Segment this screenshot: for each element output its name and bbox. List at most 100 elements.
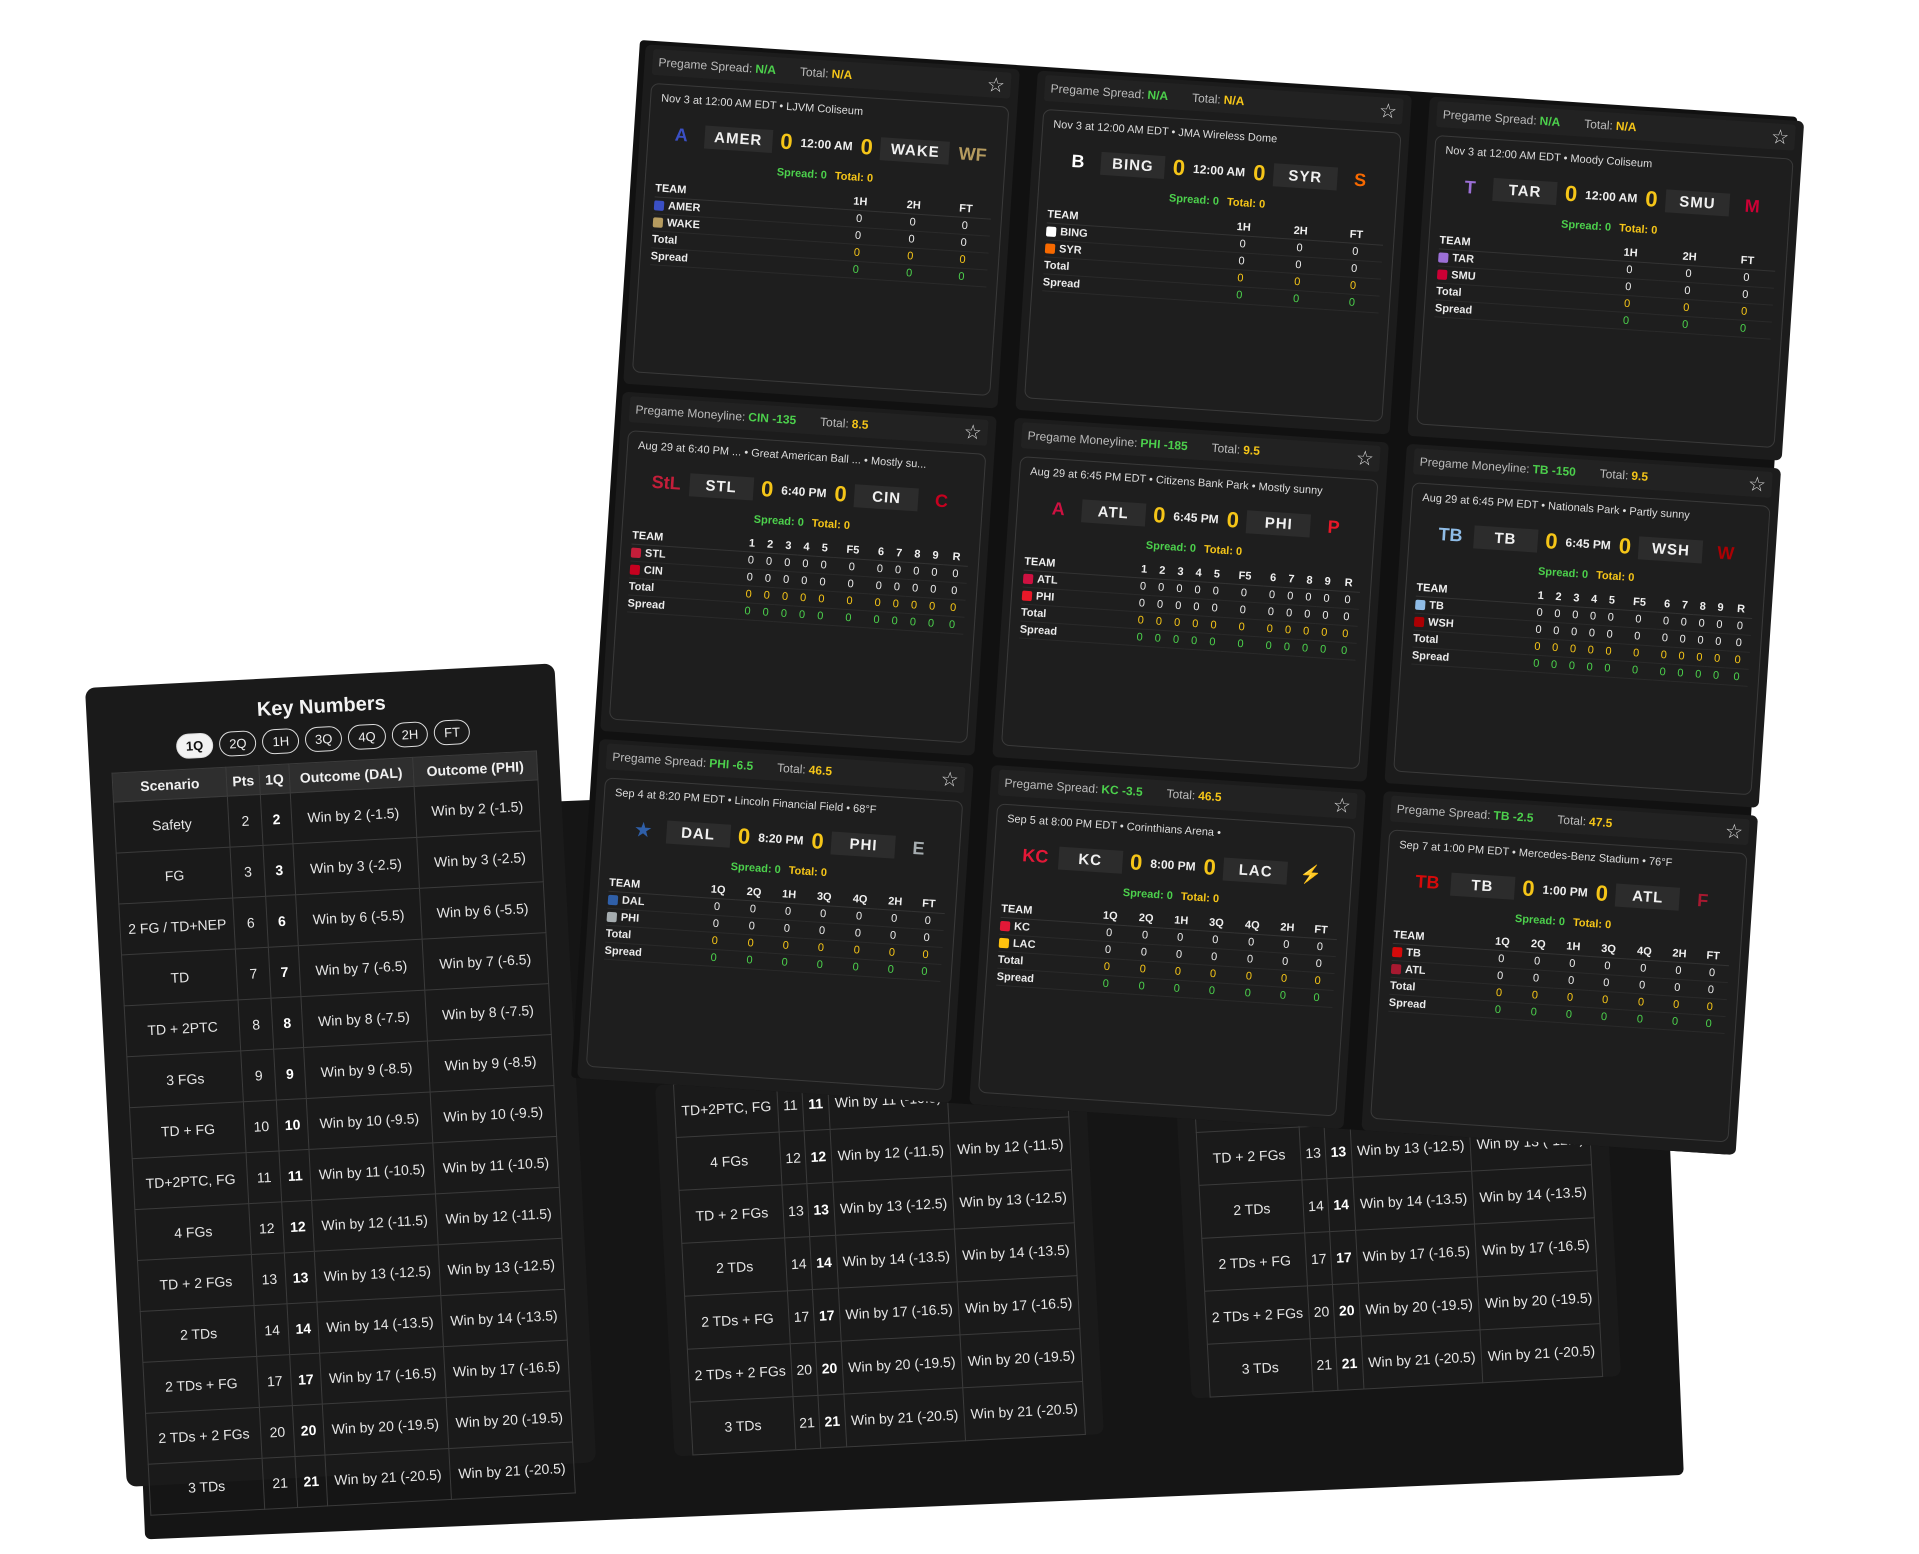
spread-summary: Spread: 0 <box>753 513 805 529</box>
home-team-abbr: LAC <box>1223 857 1289 885</box>
period-score: 0 <box>1656 612 1676 631</box>
row-value: 0 <box>922 597 942 616</box>
period-score: 0 <box>1601 608 1621 627</box>
table-cell: 7 <box>268 945 301 999</box>
period-score: 0 <box>1187 581 1208 600</box>
game-card[interactable]: Nov 3 at 12:00 AM EDT • Moody Coliseum T T… <box>1416 134 1794 449</box>
tab-4q[interactable]: 4Q <box>347 723 387 751</box>
row-value: 0 <box>1131 611 1151 630</box>
favorite-star-icon[interactable]: ☆ <box>1747 472 1767 497</box>
table-cell: 3 <box>230 845 266 899</box>
table-cell: 12 <box>804 1129 833 1184</box>
team-label: WSH <box>1427 616 1455 631</box>
table-cell: Win by 17 (-16.5) <box>957 1275 1080 1335</box>
row-value: 0 <box>1193 981 1231 1001</box>
row-value: 0 <box>1672 647 1691 666</box>
tab-1h[interactable]: 1H <box>261 727 300 755</box>
table-cell: 13 <box>251 1252 288 1306</box>
home-score: 0 <box>859 133 874 160</box>
favorite-star-icon[interactable]: ☆ <box>986 73 1006 97</box>
box-score-table: TEAM 1Q 2Q 1H 3Q 4Q 2H FT TB 0 0 0 0 0 0 0 ATL 0 0 0 0 0 0 0 Tot… <box>1388 926 1731 1034</box>
box-score-table: TEAM 1H 2H FT BING 0 0 0 SYR 0 0 0 Total 0 0 0 Spread 0 0 0 <box>1042 206 1385 314</box>
table-cell: 21 <box>1335 1336 1364 1391</box>
table-cell: 8 <box>238 998 274 1051</box>
period-score: 0 <box>1301 954 1336 974</box>
period-score: 0 <box>759 552 779 571</box>
table-cell: Win by 17 (-16.5) <box>1355 1224 1478 1284</box>
table-cell: 7 <box>235 947 272 1000</box>
away-score: 0 <box>1152 502 1167 528</box>
tab-ft[interactable]: FT <box>433 718 471 746</box>
table-cell: Win by 21 (-20.5) <box>1360 1329 1484 1390</box>
home-team-abbr: CIN <box>853 483 920 511</box>
row-value: 0 <box>1314 623 1334 642</box>
row-value: 0 <box>1689 648 1709 667</box>
game-card[interactable]: Sep 4 at 8:20 PM EDT • Lincoln Financial… <box>585 777 964 1091</box>
table-cell: Win by 20 (-19.5) <box>445 1391 573 1449</box>
away-score: 0 <box>779 128 794 155</box>
favorite-star-icon[interactable]: ☆ <box>940 768 960 792</box>
row-value: 0 <box>1653 663 1673 682</box>
tab-3q[interactable]: 3Q <box>304 725 344 753</box>
table-cell: 14 <box>254 1303 290 1357</box>
game-time: 6:40 PM <box>780 483 827 501</box>
team-mini-logo-icon <box>1045 226 1057 238</box>
period-score: 0 <box>1690 631 1710 650</box>
home-score: 0 <box>833 480 848 507</box>
table-cell: Win by 3 (-2.5) <box>416 830 544 889</box>
row-value: 0 <box>1265 986 1301 1006</box>
table-cell: 9 <box>241 1049 277 1102</box>
game-card[interactable]: Nov 3 at 12:00 AM EDT • JMA Wireless Dom… <box>1024 108 1402 423</box>
table-cell: TD <box>121 948 239 1006</box>
table-cell: 11 <box>279 1149 312 1202</box>
table-cell: Win by 11 (-10.5) <box>308 1142 436 1201</box>
games-grid-panel: Pregame Spread: N/A Total: N/A ☆ Nov 3 at 12:… <box>571 40 1805 1156</box>
table-cell: Win by 13 (-12.5) <box>951 1169 1075 1230</box>
spread-summary: Spread: 0 <box>1168 192 1220 208</box>
period-score: 0 <box>924 563 945 582</box>
table-cell: Win by 12 (-11.5) <box>311 1193 438 1252</box>
favorite-star-icon[interactable]: ☆ <box>1770 125 1790 149</box>
table-cell: Win by 17 (-16.5) <box>837 1281 961 1342</box>
box-score-table: TEAM 1H 2H FT AMER 0 0 0 WAKE 0 0 0 Total 0 0 0 Spread 0 0… <box>650 180 992 287</box>
favorite-star-icon[interactable]: ☆ <box>1724 820 1744 844</box>
pregame-label: Pregame Moneyline: <box>1027 428 1138 450</box>
pregame-total-label: Total: <box>1599 466 1629 483</box>
game-card[interactable]: Nov 3 at 12:00 AM EDT • LJVM Coliseum A AM… <box>631 82 1010 396</box>
key-numbers-table: Scenario Pts 1Q Outcome (DAL) Outcome (PHI) … <box>111 750 576 1516</box>
spread-summary: Spread: 0 <box>1122 886 1174 903</box>
table-cell: 12 <box>249 1201 285 1255</box>
row-value: 0 <box>1707 649 1727 668</box>
favorite-star-icon[interactable]: ☆ <box>963 420 983 444</box>
spread-summary: Spread: 0 <box>776 166 828 182</box>
period-score: 0 <box>1168 596 1188 615</box>
table-cell: Win by 20 (-19.5) <box>1477 1270 1600 1330</box>
game-card[interactable]: Sep 7 at 1:00 PM EDT • Mercedes-Benz Sta… <box>1370 829 1748 1143</box>
column-header: 6 <box>1657 595 1677 614</box>
table-cell: TD + FG <box>129 1101 247 1159</box>
table-cell: Win by 12 (-11.5) <box>829 1123 952 1183</box>
table-cell: 20 <box>815 1341 844 1396</box>
tab-2q[interactable]: 2Q <box>218 730 258 758</box>
row-value: 0 <box>867 593 888 613</box>
game-card[interactable]: Aug 29 at 6:45 PM EDT • Citizens Bank Pa… <box>1001 456 1379 770</box>
game-card[interactable]: Aug 29 at 6:45 PM EDT • Nationals Park •… <box>1393 482 1771 796</box>
column-header: 8 <box>1299 571 1320 590</box>
favorite-star-icon[interactable]: ☆ <box>1378 99 1398 123</box>
row-value: 0 <box>1545 638 1565 658</box>
table-cell: Win by 14 (-13.5) <box>954 1222 1078 1282</box>
game-card[interactable]: Aug 29 at 6:40 PM ... • Great American B… <box>608 430 987 744</box>
row-value: 0 <box>885 612 905 631</box>
favorite-star-icon[interactable]: ☆ <box>1332 794 1352 818</box>
period-score: 0 <box>942 564 968 584</box>
period-score: 0 <box>741 551 761 570</box>
tab-2h[interactable]: 2H <box>390 721 429 748</box>
team-mini-logo-icon <box>1436 269 1448 281</box>
period-score: 0 <box>910 911 945 931</box>
row-value: 0 <box>1563 640 1583 659</box>
row-value: 0 <box>1515 1002 1553 1023</box>
tab-1q[interactable]: 1Q <box>175 732 214 760</box>
game-card[interactable]: Sep 5 at 8:00 PM EDT • Corinthians Arena… <box>977 803 1356 1117</box>
period-score: 0 <box>758 569 778 588</box>
favorite-star-icon[interactable]: ☆ <box>1355 446 1375 471</box>
